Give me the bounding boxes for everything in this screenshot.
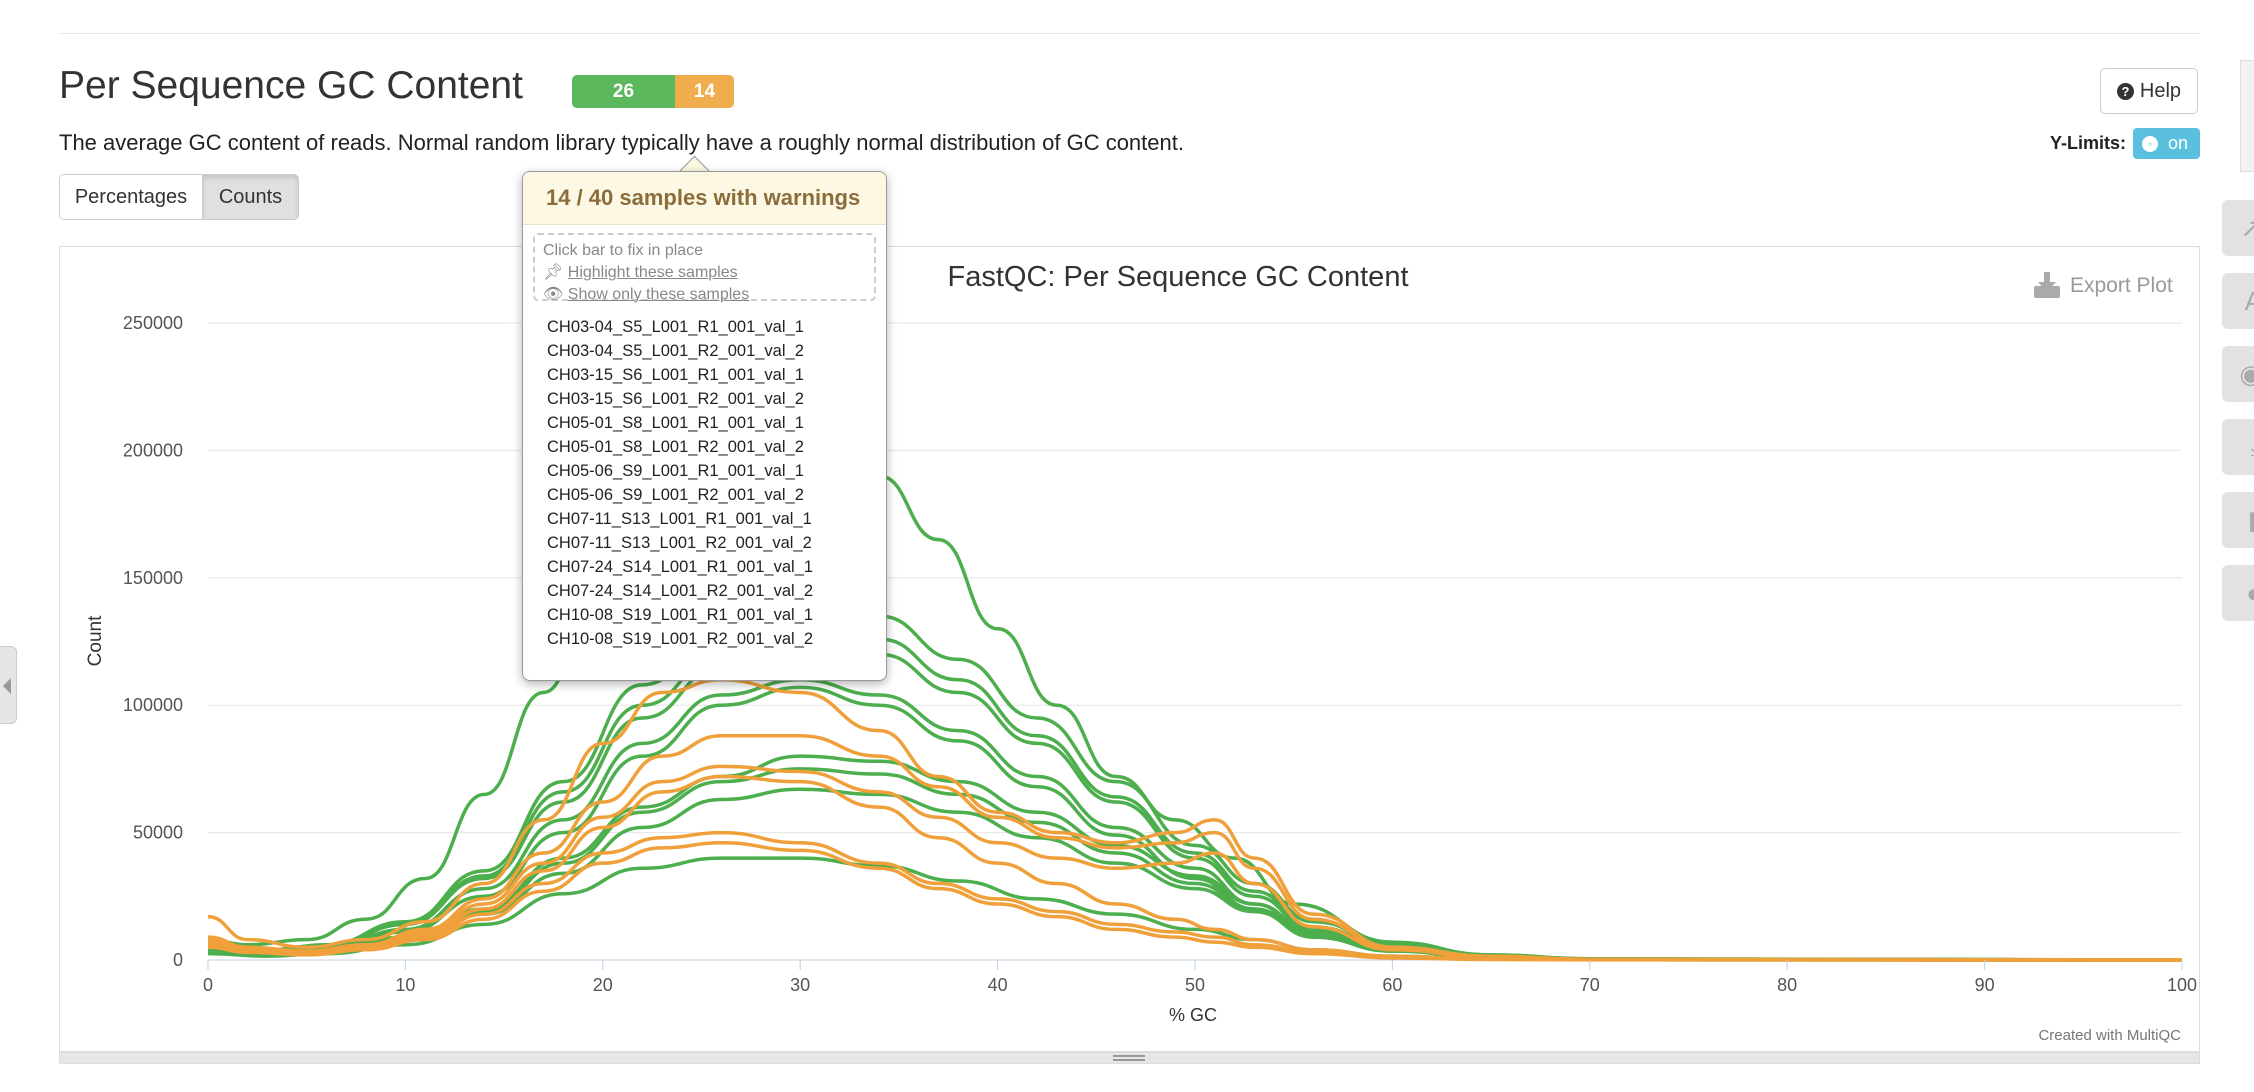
status-bar[interactable]: 26 14 [572, 75, 734, 108]
ylimits-value: on [2168, 133, 2189, 153]
toolbox-highlight-button[interactable]: ↗ [2222, 200, 2254, 256]
tooltip-sample-item: CH05-06_S9_L001_R1_001_val_1 [547, 462, 804, 480]
y-tick-label: 0 [173, 950, 183, 970]
tooltip-sample-item: CH05-01_S8_L001_R2_001_val_2 [547, 438, 804, 456]
x-tick-label: 90 [1975, 975, 1995, 995]
ylimits-label: Y-Limits: [2050, 133, 2127, 153]
y-axis-label: Count [85, 615, 106, 666]
download-icon: ⤓ [2251, 431, 2254, 463]
tooltip-sample-list: CH03-04_S5_L001_R1_001_val_1 CH03-04_S5_L… [523, 315, 886, 651]
x-tick-label: 60 [1382, 975, 1402, 995]
y-tick-label: 250000 [123, 313, 183, 333]
plot-container [59, 246, 2200, 1052]
x-tick-label: 20 [593, 975, 613, 995]
tooltip-actions: Click bar to fix in place 📌︎ Highlight t… [533, 233, 876, 303]
toggle-knob-icon: ◦ [2142, 135, 2158, 152]
tooltip-sample-item: CH07-24_S14_L001_R1_001_val_1 [547, 558, 814, 576]
toolbox-hide-button[interactable]: ◉ [2222, 346, 2254, 402]
question-icon: ● [2246, 578, 2254, 609]
collapse-arrow-icon [3, 678, 11, 694]
x-tick-label: 30 [790, 975, 810, 995]
show-only-samples-link[interactable]: 👁︎ Show only these samples [543, 286, 750, 303]
ylimits-toggle[interactable]: ◦ on [2133, 128, 2200, 159]
tooltip-hint: Click bar to fix in place [543, 242, 704, 259]
percentages-button[interactable]: Percentages [59, 174, 203, 220]
series-line-pass[interactable] [207, 677, 2183, 962]
tooltip-sample-item: CH03-15_S6_L001_R2_001_val_2 [547, 390, 804, 408]
x-tick-label: 10 [395, 975, 415, 995]
x-tick-label: 100 [2167, 975, 2197, 995]
series-line-warn[interactable] [207, 764, 2183, 962]
tooltip-sample-item: CH03-04_S5_L001_R1_001_val_1 [547, 318, 804, 336]
toolbox-panel-edge [2240, 60, 2254, 172]
help-button[interactable]: ? Help [2100, 68, 2198, 114]
section-title: Per Sequence GC Content [59, 64, 523, 107]
x-tick-label: 50 [1185, 975, 1205, 995]
export-icon [2034, 272, 2060, 298]
tooltip-sample-item: CH07-11_S13_L001_R2_001_val_2 [547, 534, 812, 552]
section-description: The average GC content of reads. Normal … [59, 130, 1184, 155]
help-label: Help [2139, 79, 2182, 102]
tooltip-sample-item: CH05-01_S8_L001_R1_001_val_1 [547, 414, 804, 432]
save-icon: ▮ [2248, 505, 2254, 536]
tooltip-sample-item: CH10-08_S19_L001_R2_001_val_2 [547, 630, 814, 648]
status-pass-count[interactable]: 26 [572, 75, 675, 108]
export-plot-button[interactable]: Export Plot [2034, 272, 2173, 298]
toolbox-export-button[interactable]: ⤓ [2222, 419, 2254, 475]
x-tick-label: 70 [1580, 975, 1600, 995]
help-icon: ? [2116, 82, 2134, 100]
x-tick-label: 0 [203, 975, 213, 995]
tooltip-sample-item: CH05-06_S9_L001_R2_001_val_2 [547, 486, 804, 504]
export-plot-label: Export Plot [2070, 274, 2173, 297]
highlight-samples-link[interactable]: 📌︎ Highlight these samples [543, 264, 738, 281]
x-axis-label: % GC [1169, 1005, 1217, 1025]
series-line-pass[interactable] [207, 767, 2183, 962]
tooltip-sample-item: CH03-15_S6_L001_R1_001_val_1 [547, 366, 804, 384]
pin-icon: 📌︎ [543, 264, 568, 281]
y-tick-label: 100000 [123, 695, 183, 715]
eye-icon: 👁︎ [543, 286, 568, 303]
rename-icon: A [2244, 285, 2254, 316]
toolbox-collapse-tab[interactable] [0, 646, 17, 724]
toolbox-rename-button[interactable]: A [2222, 273, 2254, 329]
x-tick-label: 80 [1777, 975, 1797, 995]
warnings-tooltip: 14 / 40 samples with warnings Click bar … [522, 171, 887, 681]
tooltip-sample-item: CH07-24_S14_L001_R2_001_val_2 [547, 582, 814, 600]
tooltip-sample-item: CH03-04_S5_L001_R2_001_val_2 [547, 342, 804, 360]
status-warn-count[interactable]: 14 [675, 75, 734, 108]
chart-title: FastQC: Per Sequence GC Content [948, 261, 1409, 293]
series-line-warn[interactable] [207, 841, 2183, 962]
tooltip-header: 14 / 40 samples with warnings [523, 172, 886, 225]
tooltip-sample-item: CH07-11_S13_L001_R1_001_val_1 [547, 510, 812, 528]
counts-button[interactable]: Counts [203, 174, 299, 220]
resize-grip-icon [1113, 1055, 1145, 1061]
toolbox-save-button[interactable]: ▮ [2222, 492, 2254, 548]
toolbox-help-button[interactable]: ● [2222, 565, 2254, 621]
hide-icon: ◉ [2239, 358, 2254, 389]
y-tick-label: 150000 [123, 568, 183, 588]
tooltip-sample-item: CH10-08_S19_L001_R1_001_val_1 [547, 606, 814, 624]
series-line-warn[interactable] [207, 677, 2183, 962]
section-divider [59, 33, 2200, 34]
series-line-pass[interactable] [207, 685, 2183, 962]
multiqc-credit: Created with MultiQC [2038, 1027, 2181, 1044]
highlight-icon: ↗ [2240, 212, 2254, 243]
data-type-button-group: Percentages Counts [59, 174, 299, 220]
x-tick-label: 40 [988, 975, 1008, 995]
plot-resize-handle[interactable] [59, 1052, 2200, 1064]
y-tick-label: 200000 [123, 440, 183, 460]
y-tick-label: 50000 [133, 823, 183, 843]
